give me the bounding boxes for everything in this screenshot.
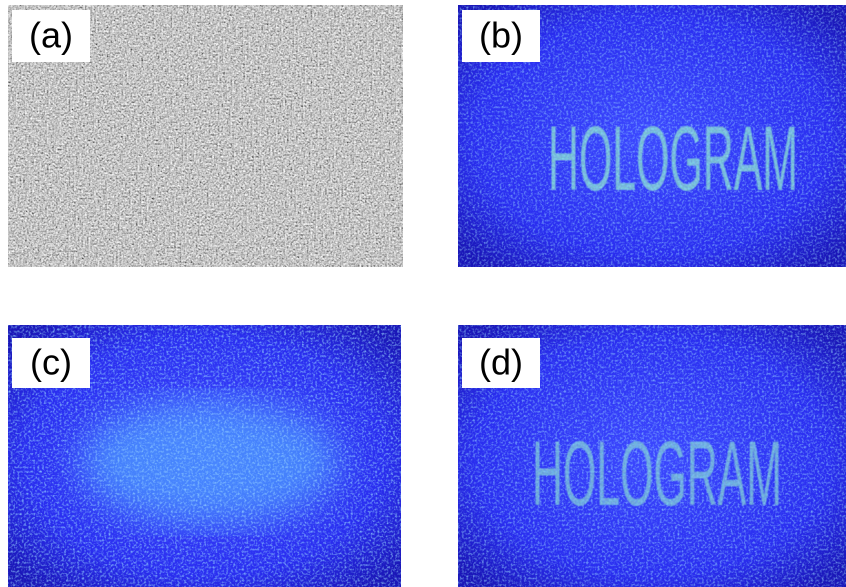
panel-label: (b) (479, 15, 523, 56)
panel-label: (d) (479, 342, 523, 383)
hologram-text: HOLOGRAM (548, 108, 798, 210)
figure: (a) HOLOGRAM (b) (c) HOLOGRAM (d) (0, 0, 846, 587)
hologram-text: HOLOGRAM (532, 423, 782, 525)
panel-label: (c) (30, 342, 72, 383)
panel-label: (a) (29, 15, 73, 56)
panel-c: (c) (8, 325, 401, 587)
panel-d: HOLOGRAM (d) (458, 325, 846, 587)
panel-b: HOLOGRAM (b) (458, 5, 846, 267)
panel-a: (a) (8, 5, 403, 267)
